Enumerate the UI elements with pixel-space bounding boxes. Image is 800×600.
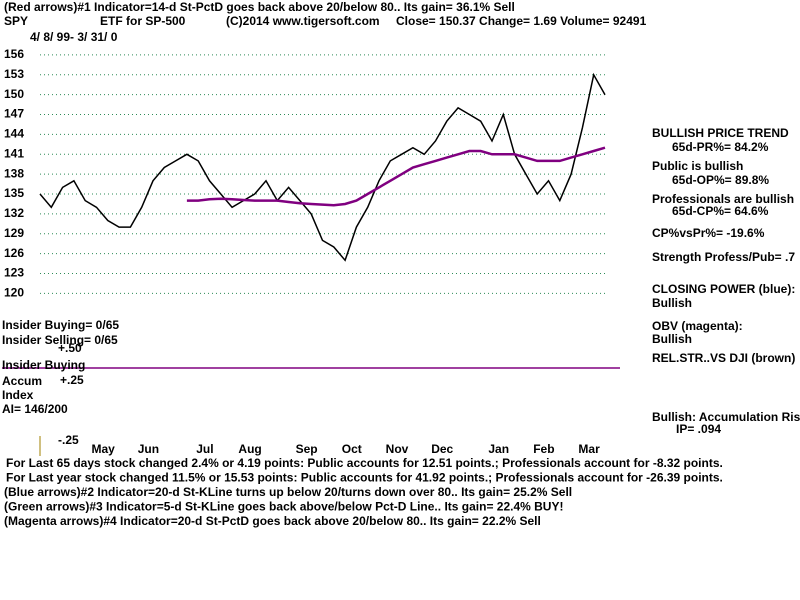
signal-note: REL.STR..VS DJI (brown) <box>652 351 795 365</box>
header-line: (Red arrows)#1 Indicator=14-d St-PctD go… <box>4 0 515 14</box>
x-tick-label: Feb <box>533 442 554 456</box>
x-tick-label: Dec <box>431 442 453 456</box>
signal-note: Public is bullish <box>652 159 743 173</box>
insider-note: Insider Buying= 0/65 <box>2 318 119 332</box>
signal-note: CP%vsPr%= -19.6% <box>652 226 765 240</box>
insider-note: AI= 146/200 <box>2 402 68 416</box>
date-range: 4/ 8/ 99- 3/ 31/ 0 <box>30 30 118 44</box>
y-tick-label: 144 <box>4 127 24 141</box>
y-tick-label: 120 <box>4 286 24 300</box>
x-tick-label: Mar <box>578 442 600 456</box>
footer-note: (Blue arrows)#2 Indicator=20-d St-KLine … <box>4 485 572 499</box>
signal-note: 65d-OP%= 89.8% <box>672 173 769 187</box>
lower-tick-label: +.50 <box>58 341 82 355</box>
x-tick-label: Nov <box>386 442 409 456</box>
symbol: SPY <box>4 14 28 28</box>
x-tick-label: Jan <box>488 442 509 456</box>
y-tick-label: 123 <box>4 266 24 280</box>
insider-note: Accum <box>2 374 42 388</box>
insider-note: Insider Selling= 0/65 <box>2 333 118 347</box>
copyright: (C)2014 www.tigersoft.com <box>226 14 380 28</box>
y-tick-label: 147 <box>4 107 24 121</box>
fund-name: ETF for SP-500 <box>100 14 186 28</box>
footer-note: For Last 65 days stock changed 2.4% or 4… <box>6 456 723 470</box>
signal-note: Strength Profess/Pub= .7 <box>652 250 795 264</box>
y-tick-label: 138 <box>4 166 24 180</box>
y-tick-label: 150 <box>4 87 24 101</box>
x-tick-label: Jun <box>138 442 159 456</box>
footer-note: For Last year stock changed 11.5% or 15.… <box>6 471 723 485</box>
signal-note: BULLISH PRICE TREND <box>652 126 789 140</box>
y-tick-label: 126 <box>4 246 24 260</box>
y-tick-label: 132 <box>4 206 24 220</box>
signal-note: IP= .094 <box>676 422 721 436</box>
x-tick-label: Sep <box>296 442 318 456</box>
insider-note: Insider Buying <box>2 358 85 372</box>
y-tick-label: 156 <box>4 47 24 61</box>
footer-note: (Green arrows)#3 Indicator=5-d St-KLine … <box>4 500 563 514</box>
signal-note: Bullish <box>652 296 692 310</box>
insider-note: Index <box>2 388 34 402</box>
lower-tick-label: -.25 <box>58 433 79 447</box>
signal-note: CLOSING POWER (blue): <box>652 282 795 296</box>
x-tick-label: Jul <box>196 442 213 456</box>
signal-note: 65d-PR%= 84.2% <box>672 140 769 154</box>
signal-note: Professionals are bullish <box>652 192 794 206</box>
lower-tick-label: +.25 <box>60 373 84 387</box>
quote: Close= 150.37 Change= 1.69 Volume= 92491 <box>396 14 647 28</box>
x-tick-label: May <box>92 442 116 456</box>
signal-note: Bullish <box>652 332 692 346</box>
x-tick-label: Aug <box>238 442 261 456</box>
y-tick-label: 141 <box>4 146 24 160</box>
signal-note: OBV (magenta): <box>652 319 743 333</box>
signal-note: 65d-CP%= 64.6% <box>672 204 769 218</box>
signal-note: Bullish: Accumulation Risi <box>652 410 800 424</box>
y-tick-label: 135 <box>4 186 24 200</box>
price-line <box>186 146 606 207</box>
x-tick-label: Oct <box>342 442 362 456</box>
footer-note: (Magenta arrows)#4 Indicator=20-d St-Pct… <box>4 514 541 528</box>
y-tick-label: 129 <box>4 226 24 240</box>
y-tick-label: 153 <box>4 67 24 81</box>
price-line <box>39 72 606 262</box>
